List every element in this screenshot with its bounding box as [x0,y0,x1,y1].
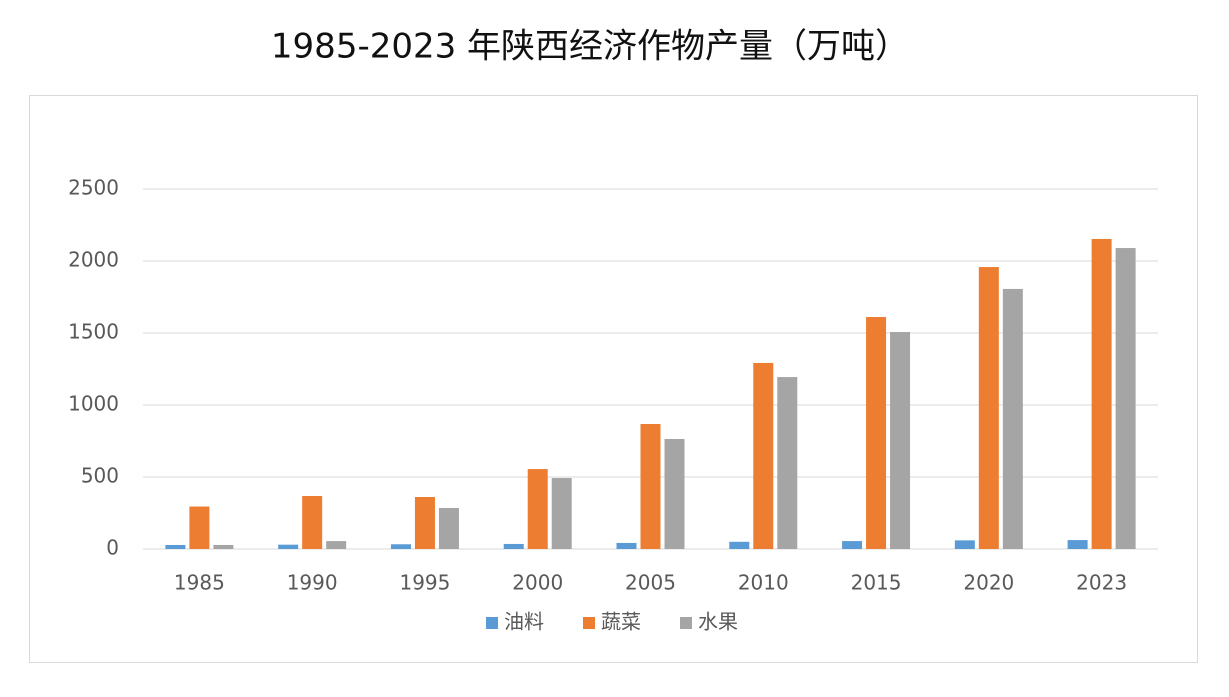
legend-swatch [486,617,498,629]
x-tick-label: 2005 [625,571,676,595]
bar [551,478,572,549]
x-tick-label: 1995 [399,571,450,595]
legend-swatch [583,617,595,629]
bar [438,507,459,549]
bar [777,377,798,549]
bar [527,469,548,549]
bar [640,424,661,549]
bar [729,541,750,549]
bar [978,267,999,549]
bar [326,541,347,549]
bar [1067,540,1088,549]
bar [753,362,774,549]
bar [278,544,299,549]
bar [866,317,887,549]
x-tick-label: 2023 [1076,571,1127,595]
y-tick-label: 0 [106,536,119,560]
bar [165,544,186,549]
bar [302,496,323,549]
bar [1115,248,1136,550]
chart-frame [29,95,1198,663]
bar [954,540,975,549]
legend-label: 水果 [698,610,738,634]
y-tick-label: 2500 [68,176,119,200]
bar [390,544,411,549]
x-tick-label: 2015 [851,571,902,595]
x-tick-label: 1990 [287,571,338,595]
y-tick-label: 1500 [68,320,119,344]
x-tick-label: 2010 [738,571,789,595]
bar [189,506,210,549]
x-tick-label: 1985 [174,571,225,595]
legend-label: 油料 [504,610,544,634]
y-tick-label: 1000 [68,392,119,416]
bar [842,541,863,549]
legend-swatch [680,617,692,629]
bar [890,331,911,549]
x-tick-label: 2020 [963,571,1014,595]
bar [414,497,435,549]
bar [616,542,637,549]
x-tick-label: 2000 [512,571,563,595]
chart-title: 1985-2023 年陕西经济作物产量（万吨） [271,27,909,67]
bar [503,543,524,549]
bar [213,544,234,549]
bar [664,438,685,549]
bar [1002,288,1023,549]
y-tick-label: 500 [81,464,119,488]
legend-label: 蔬菜 [601,610,641,634]
y-tick-label: 2000 [68,248,119,272]
bar [1091,238,1112,549]
